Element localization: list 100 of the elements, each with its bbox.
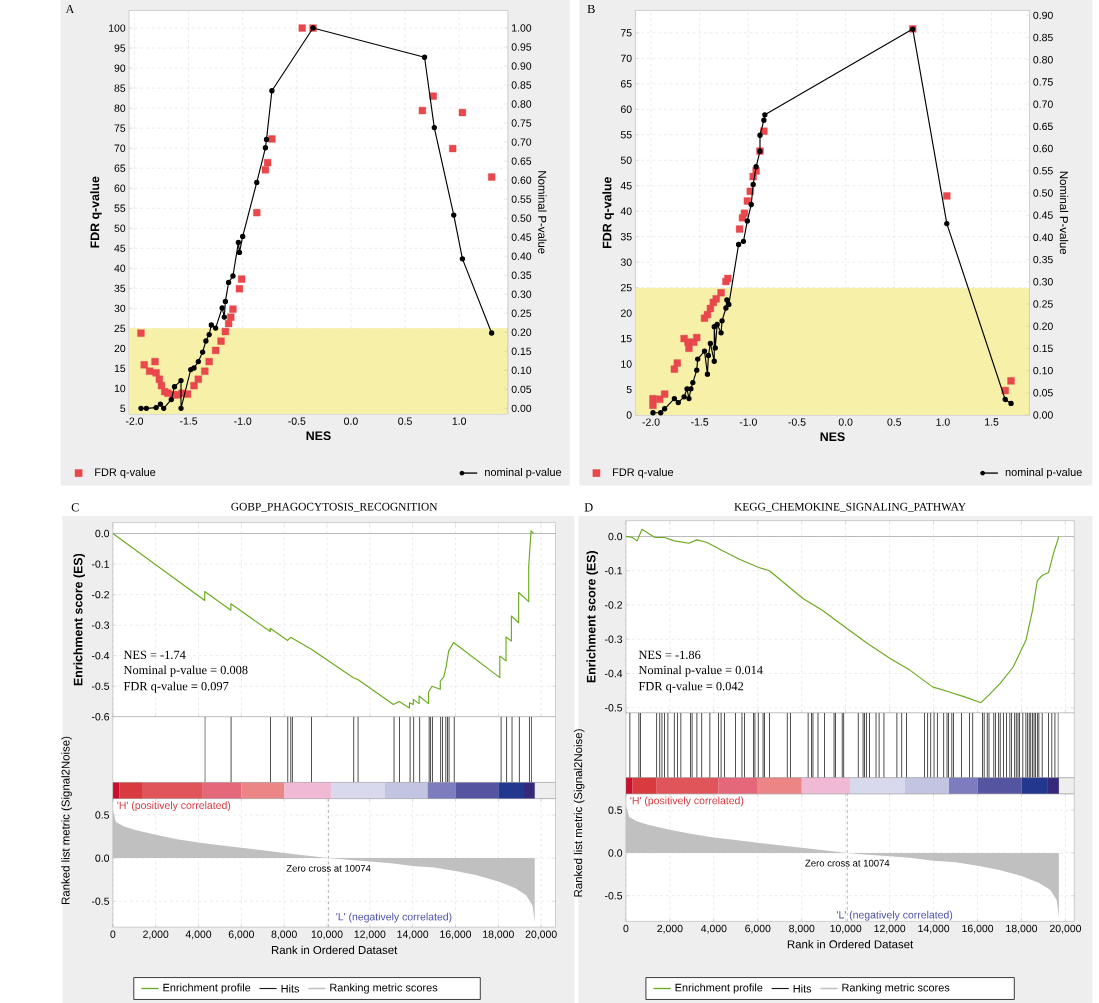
- y2-tick-label: 0.60: [511, 176, 532, 184]
- y-tick-label: 0.5: [608, 806, 623, 814]
- y-tick-label: 65: [114, 164, 126, 172]
- x-axis-title: Rank in Ordered Dataset: [271, 945, 398, 954]
- legend-label: Enrichment profile: [163, 983, 251, 994]
- y-tick-label: 20: [620, 309, 632, 317]
- x-tick-label: 6,000: [745, 924, 771, 934]
- y-tick-label: 0.0: [95, 854, 110, 862]
- legend-label: Ranking metric scores: [330, 983, 438, 994]
- y2-tick-label: 0.30: [1033, 277, 1053, 286]
- y-tick-label: 35: [114, 284, 126, 292]
- y-tick-label: 30: [620, 258, 632, 266]
- x-tick-label: 0.0: [838, 418, 853, 426]
- y-tick-label: 0.0: [95, 529, 110, 538]
- y-tick-label: 40: [114, 264, 126, 272]
- y-tick-label: -0.5: [91, 897, 110, 905]
- y2-tick-label: 0.20: [1033, 322, 1053, 330]
- y2-tick-label: 0.80: [1033, 55, 1053, 64]
- y2-tick-label: 1.00: [512, 24, 532, 32]
- annotation: NES = -1.86: [638, 650, 701, 659]
- x-tick-label: 2,000: [143, 930, 169, 940]
- x-tick-label: 6,000: [228, 930, 255, 940]
- y-axis-title: Ranked list metric (Signal2Noise): [573, 729, 585, 897]
- x-tick-label: 0.0: [344, 417, 358, 425]
- y2-tick-label: 0.95: [511, 43, 532, 51]
- y-tick-label: 0.5: [95, 811, 110, 819]
- x-tick-label: 14,000: [918, 924, 950, 934]
- y2-tick-label: 0.25: [1033, 300, 1053, 308]
- text: D: [584, 503, 593, 512]
- x-tick-label: 12,000: [874, 924, 906, 934]
- y2-tick-label: 0.75: [1033, 78, 1053, 86]
- x-tick-label: 20,000: [1049, 924, 1082, 934]
- annotation: 'L' (negatively correlated): [336, 912, 452, 923]
- x-tick-label: 8,000: [271, 930, 297, 940]
- y-tick-label: -0.5: [604, 703, 623, 712]
- y2-tick-label: 0.45: [1033, 211, 1053, 219]
- x-tick-label: 10,000: [311, 930, 343, 940]
- legend-label: FDR q-value: [613, 467, 674, 479]
- annotation: 'H' (positively correlated): [117, 801, 231, 811]
- y2-tick-label: 0.85: [511, 81, 532, 89]
- x-tick-label: 12,000: [354, 930, 386, 940]
- y2-axis-title: Nominal P-value: [1059, 171, 1069, 254]
- x-tick-label: 18,000: [483, 930, 514, 940]
- y-tick-label: 45: [620, 181, 632, 190]
- y-tick-label: 0.0: [608, 532, 623, 541]
- y2-tick-label: 0.80: [511, 100, 532, 108]
- y-tick-label: 15: [114, 364, 126, 372]
- y2-tick-label: 0.30: [511, 290, 532, 298]
- y2-tick-label: 0.15: [1033, 344, 1053, 352]
- y-tick-label: -0.5: [91, 682, 110, 690]
- annotation: FDR q-value = 0.097: [123, 681, 229, 693]
- y-tick-label: -0.2: [91, 590, 109, 599]
- x-axis-title: NES: [820, 432, 845, 441]
- legend-label: nominal p-value: [485, 467, 562, 479]
- y-tick-label: 0: [626, 411, 632, 419]
- y-tick-label: -0.6: [91, 712, 110, 721]
- y-tick-label: 15: [621, 334, 632, 343]
- y-tick-label: -0.3: [604, 635, 623, 643]
- y-tick-label: -0.2: [604, 601, 623, 609]
- y2-tick-label: 0.20: [511, 328, 532, 336]
- x-tick-label: -0.5: [288, 417, 306, 425]
- text: B: [587, 4, 595, 13]
- x-tick-label: 16,000: [962, 924, 994, 934]
- y-tick-label: -0.1: [91, 560, 109, 568]
- y-tick-label: -0.4: [91, 651, 110, 660]
- y-tick-label: 0.0: [608, 849, 623, 857]
- y-tick-label: 70: [114, 144, 126, 152]
- y2-tick-label: 0.70: [1033, 100, 1053, 108]
- y-tick-label: 85: [114, 84, 126, 92]
- y-axis-title: Enrichment score (ES): [586, 550, 598, 683]
- y-tick-label: 10: [621, 360, 632, 368]
- y-tick-label: 75: [114, 124, 126, 132]
- y2-tick-label: 0.35: [1033, 255, 1053, 264]
- x-tick-label: -1.0: [739, 418, 757, 426]
- text: C: [71, 503, 79, 512]
- x-tick-label: 8,000: [789, 924, 815, 934]
- y2-axis-title: Nominal P-value: [538, 171, 547, 254]
- y2-tick-label: 0.55: [1033, 166, 1053, 175]
- x-tick-label: 4,000: [185, 930, 212, 940]
- annotation: 'H' (positively correlated): [630, 796, 744, 807]
- y-tick-label: 25: [114, 324, 126, 332]
- y2-tick-label: 0.25: [511, 309, 532, 317]
- x-tick-label: -2.0: [125, 417, 144, 425]
- y-tick-label: 30: [114, 304, 126, 312]
- y-tick-label: 20: [114, 344, 126, 352]
- y-tick-label: 55: [114, 204, 126, 212]
- y-tick-label: 100: [109, 24, 126, 32]
- y-tick-label: 95: [114, 44, 126, 52]
- y2-tick-label: 0.75: [511, 119, 532, 127]
- legend-label: Hits: [281, 984, 300, 993]
- x-tick-label: 1.5: [985, 418, 999, 426]
- y-tick-label: 5: [120, 404, 126, 412]
- y-tick-label: 45: [114, 244, 126, 252]
- y-axis-title: Ranked list metric (Signal2Noise): [61, 736, 72, 904]
- y-tick-label: 50: [114, 224, 126, 232]
- x-axis-title: NES: [306, 431, 331, 440]
- x-tick-label: 20,000: [525, 930, 557, 940]
- y-tick-label: 65: [620, 80, 632, 88]
- y2-tick-label: 0.05: [1033, 388, 1053, 397]
- y-tick-label: 5: [626, 385, 632, 394]
